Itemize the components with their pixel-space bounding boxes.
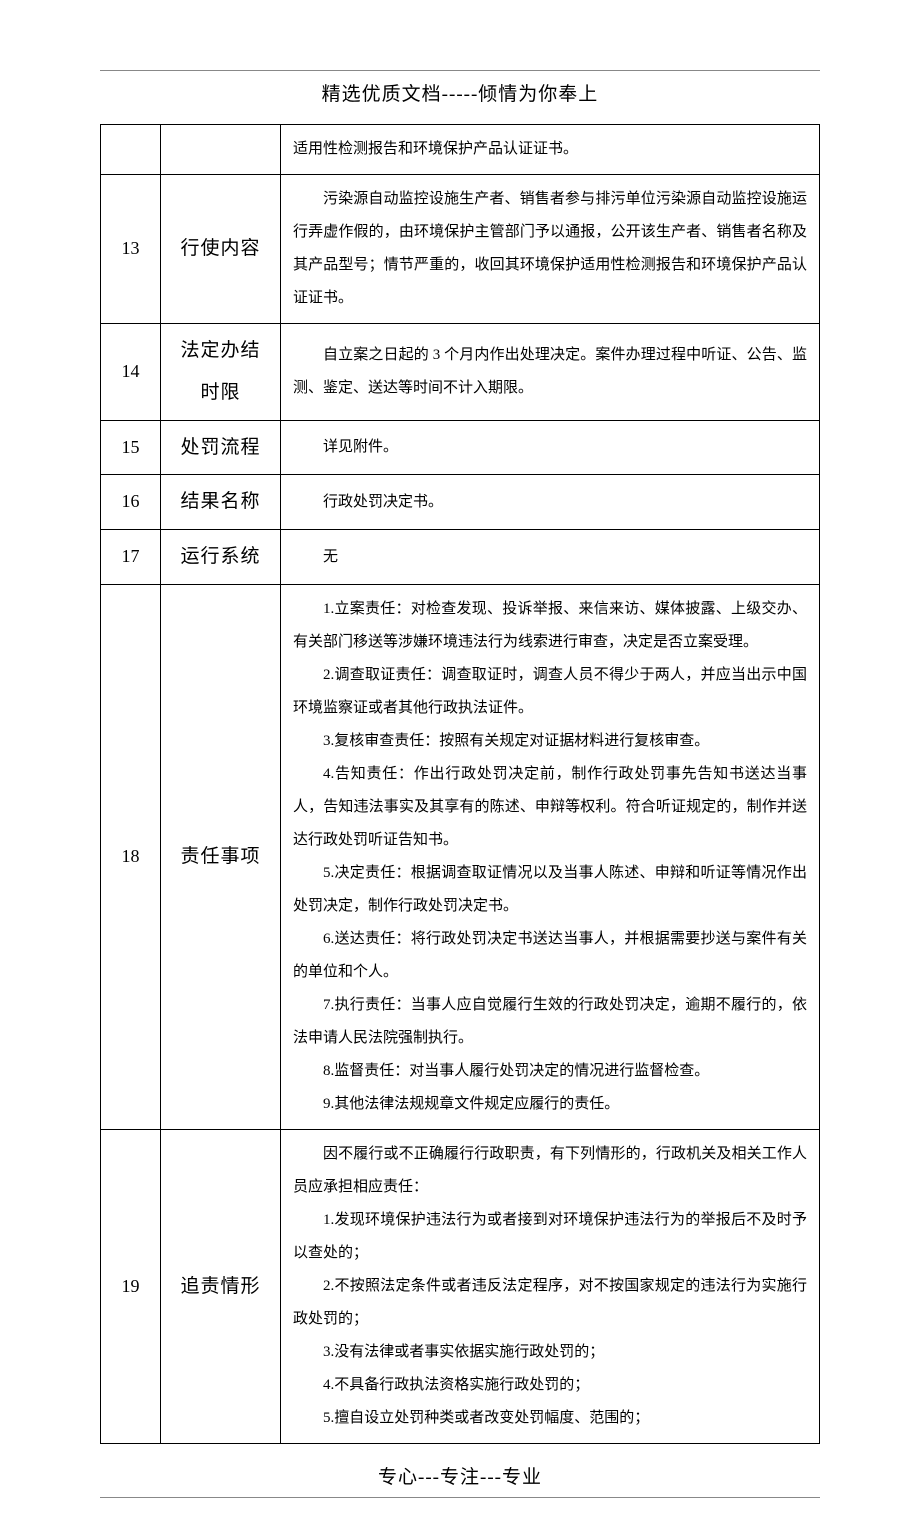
row-content: 自立案之日起的 3 个月内作出处理决定。案件办理过程中听证、公告、监测、鉴定、送… — [281, 324, 820, 421]
row-number: 15 — [101, 420, 161, 475]
content-paragraph: 3.没有法律或者事实依据实施行政处罚的； — [293, 1336, 807, 1369]
content-paragraph: 9.其他法律法规规章文件规定应履行的责任。 — [293, 1088, 807, 1121]
content-paragraph: 2.调查取证责任：调查取证时，调查人员不得少于两人，并应当出示中国环境监察证或者… — [293, 659, 807, 725]
row-label — [161, 125, 281, 175]
row-content: 行政处罚决定书。 — [281, 475, 820, 530]
content-paragraph: 适用性检测报告和环境保护产品认证证书。 — [293, 133, 807, 166]
row-label: 处罚流程 — [161, 420, 281, 475]
content-paragraph: 5.决定责任：根据调查取证情况以及当事人陈述、申辩和听证等情况作出处罚决定，制作… — [293, 857, 807, 923]
content-paragraph: 无 — [293, 541, 807, 574]
content-paragraph: 1.发现环境保护违法行为或者接到对环境保护违法行为的举报后不及时予以查处的； — [293, 1204, 807, 1270]
row-label: 法定办结时限 — [161, 324, 281, 421]
row-number: 18 — [101, 584, 161, 1129]
table-row: 13行使内容污染源自动监控设施生产者、销售者参与排污单位污染源自动监控设施运行弄… — [101, 175, 820, 324]
row-content: 详见附件。 — [281, 420, 820, 475]
page-header: 精选优质文档-----倾情为你奉上 — [100, 79, 820, 106]
table-row: 18责任事项1.立案责任：对检查发现、投诉举报、来信来访、媒体披露、上级交办、有… — [101, 584, 820, 1129]
row-content: 无 — [281, 530, 820, 585]
row-content: 因不履行或不正确履行行政职责，有下列情形的，行政机关及相关工作人员应承担相应责任… — [281, 1129, 820, 1443]
content-paragraph: 污染源自动监控设施生产者、销售者参与排污单位污染源自动监控设施运行弄虚作假的，由… — [293, 183, 807, 315]
table-row: 16结果名称行政处罚决定书。 — [101, 475, 820, 530]
content-paragraph: 5.擅自设立处罚种类或者改变处罚幅度、范围的； — [293, 1402, 807, 1435]
row-label: 责任事项 — [161, 584, 281, 1129]
content-paragraph: 行政处罚决定书。 — [293, 486, 807, 519]
table-row: 15处罚流程详见附件。 — [101, 420, 820, 475]
table-row: 19追责情形因不履行或不正确履行行政职责，有下列情形的，行政机关及相关工作人员应… — [101, 1129, 820, 1443]
row-number — [101, 125, 161, 175]
row-label: 追责情形 — [161, 1129, 281, 1443]
content-paragraph: 3.复核审查责任：按照有关规定对证据材料进行复核审查。 — [293, 725, 807, 758]
content-paragraph: 6.送达责任：将行政处罚决定书送达当事人，并根据需要抄送与案件有关的单位和个人。 — [293, 923, 807, 989]
content-paragraph: 4.告知责任：作出行政处罚决定前，制作行政处罚事先告知书送达当事人，告知违法事实… — [293, 758, 807, 857]
row-number: 19 — [101, 1129, 161, 1443]
row-content: 污染源自动监控设施生产者、销售者参与排污单位污染源自动监控设施运行弄虚作假的，由… — [281, 175, 820, 324]
row-content: 适用性检测报告和环境保护产品认证证书。 — [281, 125, 820, 175]
content-paragraph: 详见附件。 — [293, 431, 807, 464]
row-number: 14 — [101, 324, 161, 421]
content-paragraph: 自立案之日起的 3 个月内作出处理决定。案件办理过程中听证、公告、监测、鉴定、送… — [293, 339, 807, 405]
row-number: 13 — [101, 175, 161, 324]
row-number: 16 — [101, 475, 161, 530]
row-label: 结果名称 — [161, 475, 281, 530]
content-paragraph: 因不履行或不正确履行行政职责，有下列情形的，行政机关及相关工作人员应承担相应责任… — [293, 1138, 807, 1204]
content-paragraph: 2.不按照法定条件或者违反法定程序，对不按国家规定的违法行为实施行政处罚的； — [293, 1270, 807, 1336]
table-row: 14法定办结时限自立案之日起的 3 个月内作出处理决定。案件办理过程中听证、公告… — [101, 324, 820, 421]
document-table: 适用性检测报告和环境保护产品认证证书。 13行使内容污染源自动监控设施生产者、销售… — [100, 124, 820, 1444]
content-paragraph: 1.立案责任：对检查发现、投诉举报、来信来访、媒体披露、上级交办、有关部门移送等… — [293, 593, 807, 659]
content-paragraph: 4.不具备行政执法资格实施行政处罚的； — [293, 1369, 807, 1402]
table-row: 适用性检测报告和环境保护产品认证证书。 — [101, 125, 820, 175]
table-row: 17运行系统无 — [101, 530, 820, 585]
row-content: 1.立案责任：对检查发现、投诉举报、来信来访、媒体披露、上级交办、有关部门移送等… — [281, 584, 820, 1129]
page-footer: 专心---专注---专业 — [100, 1462, 820, 1489]
content-paragraph: 7.执行责任：当事人应自觉履行生效的行政处罚决定，逾期不履行的，依法申请人民法院… — [293, 989, 807, 1055]
row-number: 17 — [101, 530, 161, 585]
content-paragraph: 8.监督责任：对当事人履行处罚决定的情况进行监督检查。 — [293, 1055, 807, 1088]
row-label: 运行系统 — [161, 530, 281, 585]
row-label: 行使内容 — [161, 175, 281, 324]
